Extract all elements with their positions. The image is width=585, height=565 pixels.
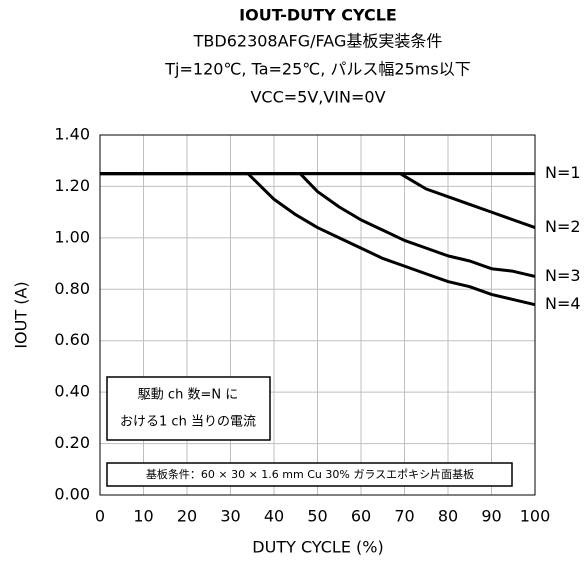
x-tick-label: 70 bbox=[394, 507, 414, 526]
annotation: おける1 ch 当りの電流 bbox=[120, 415, 256, 430]
subtitle: TBD62308AFG/FAG基板実装条件 bbox=[193, 32, 443, 51]
y-tick-label: 0.20 bbox=[54, 433, 90, 452]
subtitle: VCC=5V,VIN=0V bbox=[250, 88, 385, 107]
x-tick-label: 20 bbox=[177, 507, 197, 526]
x-tick-label: 80 bbox=[438, 507, 458, 526]
legend-label: N=4 bbox=[545, 294, 581, 313]
x-tick-label: 50 bbox=[307, 507, 327, 526]
y-tick-label: 0.00 bbox=[54, 485, 90, 504]
x-tick-label: 30 bbox=[220, 507, 240, 526]
legend-label: N=1 bbox=[545, 163, 581, 182]
subtitle: Tj=120℃, Ta=25℃, パルス幅25ms以下 bbox=[164, 60, 470, 79]
x-tick-label: 10 bbox=[133, 507, 153, 526]
note-box bbox=[106, 462, 513, 487]
x-axis-label: DUTY CYCLE (%) bbox=[252, 538, 383, 557]
x-tick-label: 40 bbox=[264, 507, 284, 526]
series-line bbox=[100, 172, 536, 307]
y-axis-label: IOUT (A) bbox=[12, 281, 31, 348]
y-tick-label: 0.80 bbox=[54, 279, 90, 298]
x-tick-label: 100 bbox=[520, 507, 551, 526]
plot-area: 0.00 0.20 0.40 0.60 0.80 1.00 1.20 1.40 0 10 20 30 4… bbox=[54, 125, 580, 526]
y-tick-label: 1.20 bbox=[54, 176, 90, 195]
y-tick-label: 1.40 bbox=[54, 125, 90, 144]
plot-frame bbox=[99, 134, 536, 496]
x-tick-label: 0 bbox=[95, 507, 105, 526]
annotation: 駆動 ch 数=N に bbox=[138, 388, 238, 403]
y-tick-label: 0.60 bbox=[54, 330, 90, 349]
y-tick-label: 1.00 bbox=[54, 227, 90, 246]
series-line bbox=[100, 172, 536, 229]
legend-label: N=2 bbox=[545, 217, 581, 236]
legend-label: N=3 bbox=[545, 266, 581, 285]
x-tick-label: 90 bbox=[481, 507, 501, 526]
chart-title: IOUT-DUTY CYCLE bbox=[239, 6, 397, 25]
annotation: 基板条件：60 × 30 × 1.6 mm Cu 30% ガラスエポキシ片面基板 bbox=[146, 467, 474, 481]
series-line bbox=[100, 172, 536, 278]
note-box bbox=[106, 376, 271, 441]
x-tick-label: 60 bbox=[351, 507, 371, 526]
y-tick-label: 0.40 bbox=[54, 382, 90, 401]
